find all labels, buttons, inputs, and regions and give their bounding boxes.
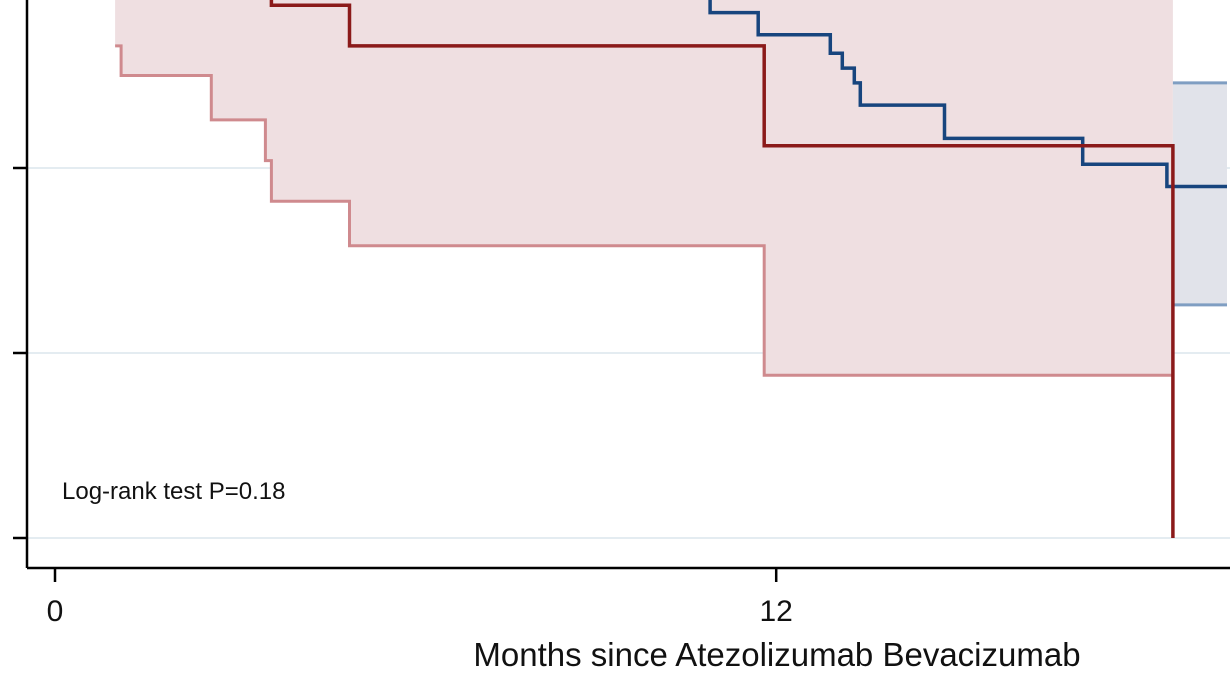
blue-survival-curve [708, 0, 1227, 189]
x-tick-label: 12 [760, 595, 793, 628]
blue-ci-band [1172, 82, 1227, 305]
axes: 0 12 [13, 0, 1230, 628]
red-survival-curve [269, 0, 1175, 538]
red-ci-band [115, 0, 1173, 376]
red-ci-lower-edge [115, 44, 1173, 377]
x-axis-title: Months since Atezolizumab Bevacizumab [473, 636, 1080, 673]
logrank-annotation: Log-rank test P=0.18 [62, 478, 285, 505]
confidence-bands [115, 0, 1227, 377]
survival-curves [269, 0, 1227, 538]
x-tick-label: 0 [47, 595, 64, 628]
